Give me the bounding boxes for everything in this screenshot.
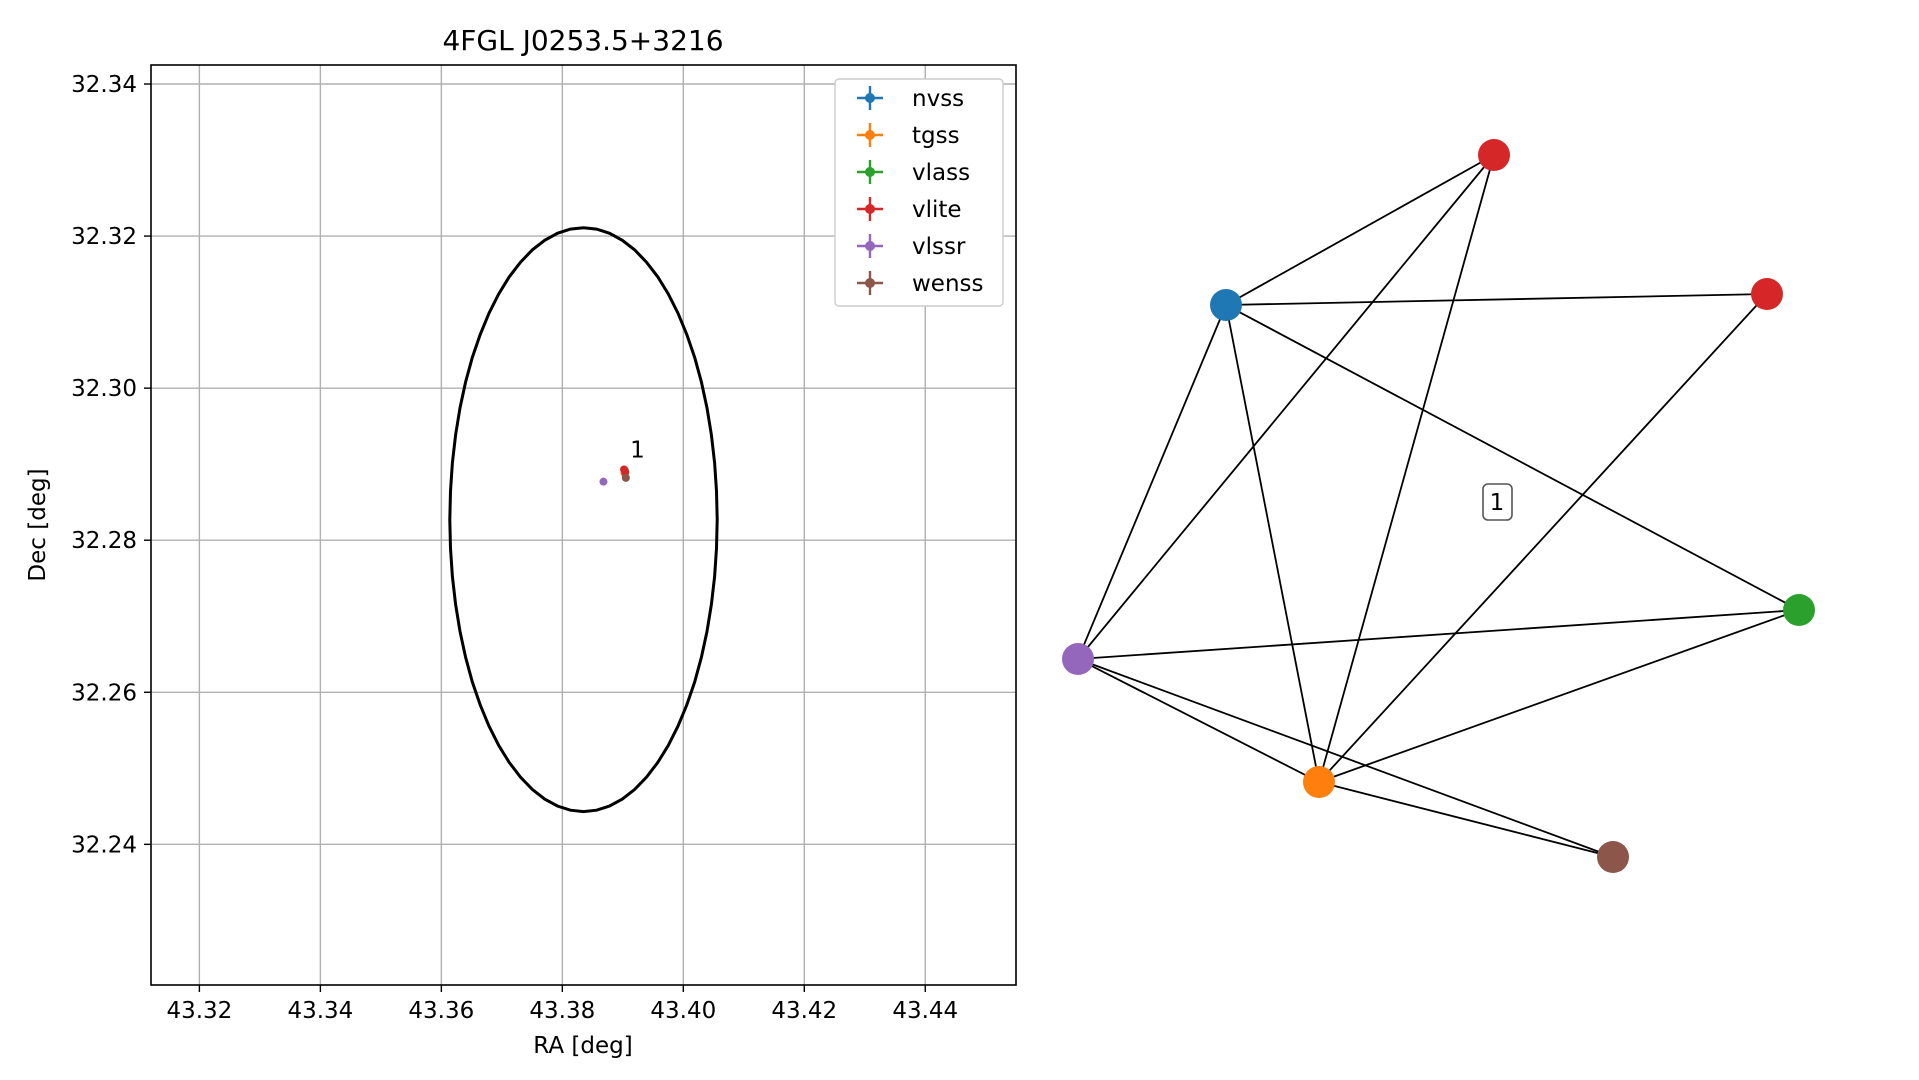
node-vlite2 <box>1751 278 1783 310</box>
edge-vlite1-tgss <box>1318 154 1495 783</box>
legend-swatch-dot <box>865 278 875 288</box>
legend-item-nvss: nvss <box>857 86 964 112</box>
marker-dot <box>599 477 608 486</box>
node-vlssr <box>1062 643 1094 675</box>
legend-label: wenss <box>912 271 984 297</box>
marker-vlssr <box>599 477 608 486</box>
node-vlite1 <box>1478 139 1510 171</box>
y-axis-label: Dec [deg] <box>25 468 51 581</box>
node-tgss <box>1303 766 1335 798</box>
edge-nvss-vlass <box>1225 304 1800 611</box>
legend-label: nvss <box>912 86 964 112</box>
x-tick-label: 43.44 <box>892 998 958 1024</box>
edge-tgss-vlass <box>1318 609 1800 783</box>
legend-item-vlite: vlite <box>857 197 962 223</box>
network-nodes <box>1062 139 1815 873</box>
x-tick-label: 43.36 <box>408 998 474 1024</box>
node-vlass <box>1783 594 1815 626</box>
cluster-annotation: 1 <box>630 438 645 464</box>
node-nvss <box>1210 289 1242 321</box>
legend-swatch-dot <box>865 204 875 214</box>
edge-vlite2-tgss <box>1318 293 1768 783</box>
legend-label: tgss <box>912 123 960 149</box>
group-label-box: 1 <box>1482 483 1513 521</box>
edge-tgss-wenss <box>1318 781 1614 858</box>
legend-label: vlssr <box>912 234 966 260</box>
group-label-frame <box>1482 483 1513 521</box>
y-tick-label: 32.26 <box>71 680 137 706</box>
localization-ellipse <box>448 226 719 814</box>
edge-vlssr-tgss <box>1077 658 1320 783</box>
network-edges <box>1077 154 1800 858</box>
legend: nvss tgss vlass vlite vlssr wenss <box>834 78 1004 307</box>
plot-frame <box>150 64 1017 986</box>
edge-vlssr-vlass <box>1077 609 1800 660</box>
edge-vlite1-vlssr <box>1077 154 1495 660</box>
scatter-panel: 43.32 43.34 43.36 43.38 43.40 43.42 43.44 32.24… <box>25 24 1017 1059</box>
edge-nvss-vlssr <box>1077 304 1227 660</box>
x-tick-label: 43.38 <box>529 998 595 1024</box>
legend-item-vlssr: vlssr <box>857 234 966 260</box>
group-label: 1 <box>1490 490 1505 516</box>
y-tick-label: 32.30 <box>71 376 137 402</box>
marker-dot <box>621 473 630 482</box>
edge-nvss-tgss <box>1225 304 1320 783</box>
y-tick-label: 32.34 <box>71 72 137 98</box>
legend-item-vlass: vlass <box>857 160 970 186</box>
legend-label: vlite <box>912 197 962 223</box>
legend-swatch-dot <box>865 167 875 177</box>
axis-ticks: 43.32 43.34 43.36 43.38 43.40 43.42 43.44 32.24… <box>71 72 958 1024</box>
legend-swatch-dot <box>865 241 875 251</box>
marker-wenss <box>621 473 630 482</box>
x-tick-label: 43.40 <box>650 998 716 1024</box>
network-panel: 1 <box>1062 139 1815 873</box>
source-markers <box>599 465 630 486</box>
y-tick-label: 32.32 <box>71 224 137 250</box>
x-axis-label: RA [deg] <box>533 1033 632 1059</box>
legend-item-tgss: tgss <box>857 123 960 149</box>
y-tick-label: 32.28 <box>71 528 137 554</box>
edge-vlssr-wenss <box>1077 658 1614 858</box>
x-tick-label: 43.34 <box>287 998 353 1024</box>
legend-swatch-dot <box>865 93 875 103</box>
x-tick-label: 43.32 <box>166 998 232 1024</box>
x-tick-label: 43.42 <box>771 998 837 1024</box>
edge-nvss-vlite1 <box>1225 154 1495 306</box>
legend-items: nvss tgss vlass vlite vlssr wenss <box>857 86 984 297</box>
node-wenss <box>1597 841 1629 873</box>
edge-nvss-vlite2 <box>1225 293 1768 306</box>
legend-label: vlass <box>912 160 970 186</box>
legend-item-wenss: wenss <box>857 271 984 297</box>
legend-swatch-dot <box>865 130 875 140</box>
chart-title: 4FGL J0253.5+3216 <box>442 24 723 57</box>
y-tick-label: 32.24 <box>71 832 137 858</box>
